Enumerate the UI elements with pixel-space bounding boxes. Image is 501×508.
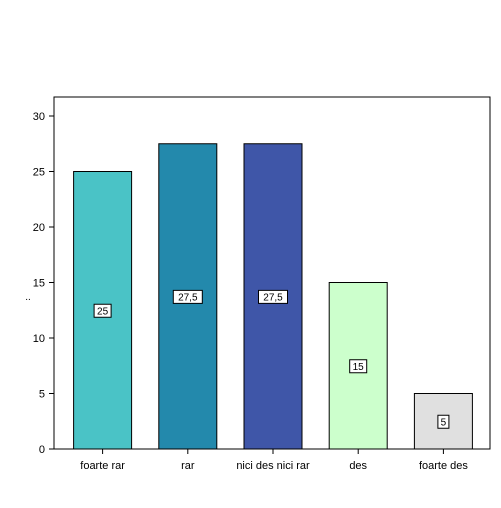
x-axis: foarte rar rar nici des nici rar des foarte … [80, 449, 468, 472]
data-label: 5 [441, 417, 447, 428]
x-tick-label: foarte des [419, 460, 468, 472]
x-tick-label: rar [181, 460, 195, 472]
data-label: 27,5 [178, 292, 198, 303]
data-label-box [258, 289, 288, 304]
y-tick-label: 20 [33, 222, 45, 234]
data-label-box [93, 303, 112, 318]
y-tick-label: 5 [39, 389, 45, 401]
data-label: 27,5 [263, 292, 283, 303]
x-tick-label: foarte rar [80, 460, 125, 472]
data-label: 25 [97, 306, 109, 317]
y-tick-label: 30 [33, 111, 45, 123]
bars: 25 27,5 27,5 15 5 [73, 143, 473, 450]
x-tick-label: des [349, 460, 367, 472]
y-tick-label: 15 [33, 278, 45, 290]
data-label-box [349, 359, 368, 374]
data-label-box [437, 414, 450, 429]
y-tick-label: 10 [33, 333, 45, 345]
data-label-box [172, 289, 203, 304]
y-tick-label: 25 [33, 167, 45, 179]
bar [328, 282, 388, 450]
y-axis-label: .. [25, 292, 31, 303]
x-tick-label: nici des nici rar [236, 460, 310, 472]
y-tick-label: 0 [39, 444, 45, 456]
y-axis: 0 5 10 15 20 25 30 [33, 111, 54, 456]
data-label: 15 [353, 362, 365, 373]
